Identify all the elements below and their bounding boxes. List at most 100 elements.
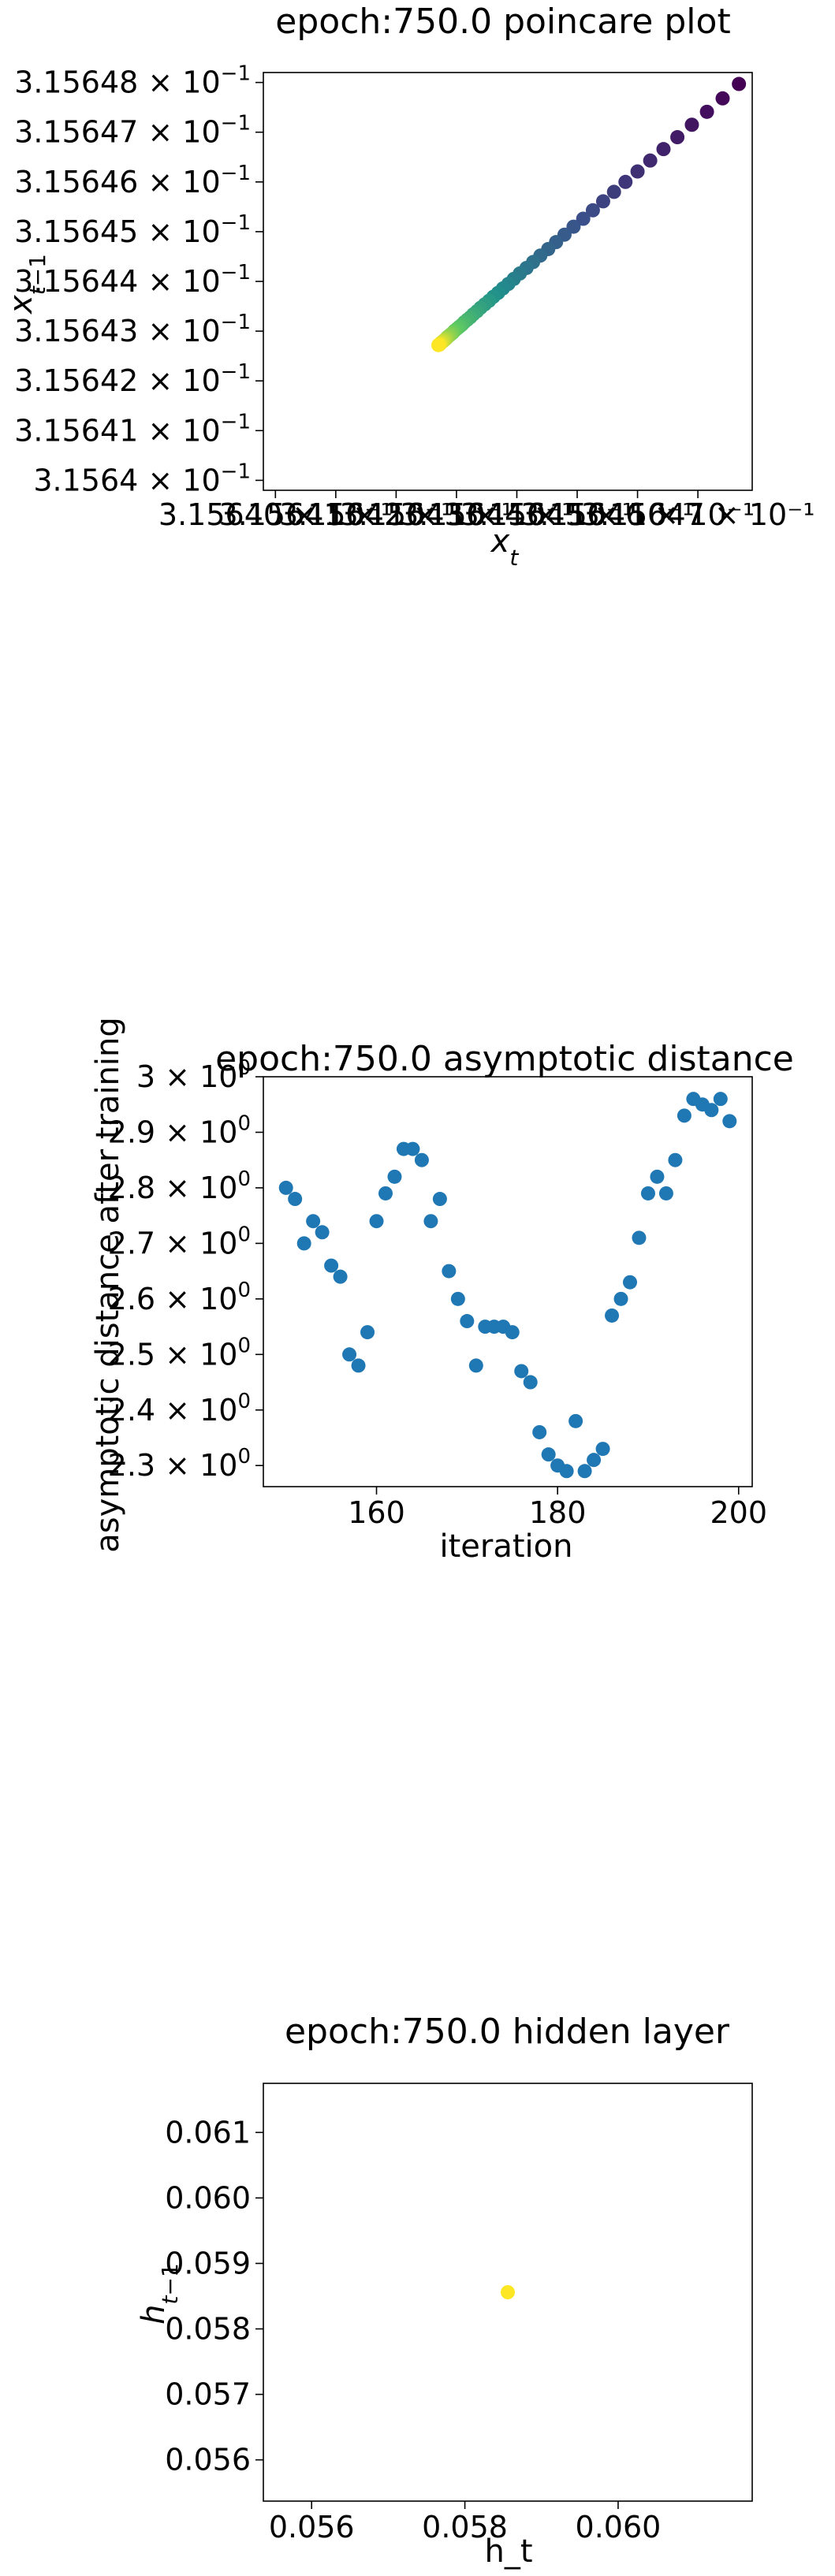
poincare-x-tick-2-label: 3.15642 × 10⁻¹ bbox=[279, 497, 513, 532]
asymptotic-x-tick-2-label: 200 bbox=[710, 1495, 768, 1530]
hidden-y-label: ht−1 bbox=[136, 2263, 183, 2325]
hidden-y-tick-1-label: 0.057 bbox=[165, 2377, 251, 2412]
poincare-point bbox=[618, 174, 633, 189]
hidden-x-tick-0-label: 0.056 bbox=[269, 2510, 355, 2544]
asymptotic-point bbox=[378, 1186, 393, 1201]
poincare-y-tick-1-label: 3.15641 × 10−1 bbox=[14, 410, 251, 448]
poincare-x-tick-4-label: 3.15644 × 10⁻¹ bbox=[400, 497, 634, 532]
asymptotic-x-ticks: 160 180 200 bbox=[348, 1487, 767, 1530]
poincare-x-tick-1-label: 3.15641 × 10⁻¹ bbox=[218, 497, 453, 532]
poincare-x-tick-7-label: 3.15647 × 10⁻¹ bbox=[581, 497, 815, 532]
poincare-x-tick-5-label: 3.15645 × 10⁻¹ bbox=[460, 497, 695, 532]
asymptotic-point bbox=[450, 1291, 465, 1306]
hidden-plot-area bbox=[263, 2083, 753, 2502]
asymptotic-point bbox=[442, 1264, 457, 1279]
asymptotic-point bbox=[296, 1236, 311, 1251]
asymptotic-point bbox=[278, 1180, 293, 1195]
asymptotic-point bbox=[423, 1214, 438, 1229]
poincare-x-tick-0-label: 3.15640 × 10⁻¹ bbox=[158, 497, 393, 532]
poincare-point bbox=[595, 194, 610, 209]
asymptotic-point bbox=[722, 1114, 737, 1129]
asymptotic-point bbox=[559, 1464, 574, 1479]
poincare-y-tick-6-label: 3.15646 × 10−1 bbox=[14, 162, 251, 199]
hidden-x-ticks: 0.056 0.058 0.060 bbox=[269, 2501, 662, 2544]
poincare-x-label: xt bbox=[490, 523, 520, 571]
asymptotic-point bbox=[613, 1291, 628, 1306]
poincare-points bbox=[431, 76, 747, 352]
asymptotic-point bbox=[595, 1442, 610, 1457]
hidden-point bbox=[501, 2285, 515, 2299]
asymptotic-point bbox=[306, 1214, 321, 1229]
hidden-y-tick-4-label: 0.060 bbox=[165, 2180, 251, 2215]
asymptotic-y-tick-5-label: 2.8 × 100 bbox=[108, 1167, 251, 1205]
poincare-y-tick-0-label: 3.1564 × 10−1 bbox=[33, 460, 251, 497]
asymptotic-point bbox=[405, 1141, 420, 1156]
asymptotic-point bbox=[632, 1230, 647, 1245]
asymptotic-point bbox=[640, 1186, 655, 1201]
hidden-x-tick-2-label: 0.060 bbox=[576, 2510, 662, 2544]
poincare-point bbox=[699, 104, 714, 119]
poincare-y-tick-4-label: 3.15644 × 10−1 bbox=[14, 261, 251, 299]
poincare-title: epoch:750.0 poincare plot bbox=[275, 2, 730, 42]
asymptotic-distance-chart: epoch:750.0 asymptotic distance 2.3 × 10… bbox=[90, 1017, 794, 1565]
poincare-x-tick-6-label: 3.15646 × 10⁻¹ bbox=[520, 497, 755, 532]
asymptotic-point bbox=[713, 1092, 728, 1107]
poincare-y-tick-3-label: 3.15643 × 10−1 bbox=[14, 311, 251, 348]
asymptotic-point bbox=[650, 1169, 665, 1184]
poincare-x-tick-3-label: 3.15643 × 10⁻¹ bbox=[340, 497, 574, 532]
asymptotic-point bbox=[432, 1192, 447, 1207]
asymptotic-point bbox=[514, 1364, 529, 1379]
poincare-point bbox=[431, 337, 445, 352]
asymptotic-point bbox=[523, 1375, 538, 1390]
asymptotic-y-tick-4-label: 2.7 × 100 bbox=[108, 1223, 251, 1260]
asymptotic-point bbox=[677, 1108, 691, 1123]
asymptotic-point bbox=[704, 1103, 719, 1118]
hidden-y-tick-0-label: 0.056 bbox=[165, 2443, 251, 2477]
asymptotic-point bbox=[605, 1308, 620, 1323]
asymptotic-points bbox=[278, 1092, 737, 1479]
poincare-y-ticks: 3.1564 × 10−1 3.15641 × 10−1 3.15642 × 10−… bbox=[14, 62, 263, 497]
poincare-point bbox=[576, 211, 591, 226]
hidden-y-tick-3-label: 0.059 bbox=[165, 2246, 251, 2280]
asymptotic-point bbox=[505, 1325, 520, 1340]
poincare-y-label: xt−1 bbox=[3, 254, 50, 315]
asymptotic-point bbox=[668, 1152, 683, 1167]
asymptotic-point bbox=[414, 1152, 429, 1167]
asymptotic-x-label: iteration bbox=[440, 1528, 573, 1565]
poincare-point bbox=[670, 130, 685, 145]
hidden-y-ticks: 0.056 0.057 0.058 0.059 0.060 0.061 bbox=[165, 2115, 263, 2477]
asymptotic-x-tick-0-label: 160 bbox=[348, 1495, 405, 1530]
asymptotic-point bbox=[315, 1225, 330, 1240]
asymptotic-point bbox=[468, 1358, 483, 1373]
asymptotic-point bbox=[369, 1214, 384, 1229]
asymptotic-title: epoch:750.0 asymptotic distance bbox=[215, 1039, 794, 1079]
poincare-y-tick-5-label: 3.15645 × 10−1 bbox=[14, 211, 251, 249]
asymptotic-point bbox=[333, 1269, 348, 1284]
poincare-point bbox=[643, 153, 658, 168]
asymptotic-point bbox=[288, 1192, 303, 1207]
poincare-chart: epoch:750.0 poincare plot 3.1564 × 10−13… bbox=[3, 2, 815, 571]
hidden-points bbox=[501, 2285, 515, 2299]
asymptotic-y-tick-7-label: 3 × 100 bbox=[136, 1056, 251, 1094]
asymptotic-point bbox=[532, 1424, 547, 1439]
poincare-point bbox=[630, 164, 645, 179]
asymptotic-y-tick-1-label: 2.4 × 100 bbox=[108, 1390, 251, 1428]
poincare-y-tick-7-label: 3.15647 × 10−1 bbox=[14, 112, 251, 150]
asymptotic-y-label: asymptotic distance after training bbox=[90, 1017, 126, 1553]
hidden-x-label: h_t bbox=[484, 2533, 532, 2570]
asymptotic-point bbox=[587, 1453, 602, 1468]
asymptotic-y-tick-0-label: 2.3 × 100 bbox=[108, 1445, 251, 1483]
asymptotic-point bbox=[658, 1186, 673, 1201]
asymptotic-y-tick-6-label: 2.9 × 100 bbox=[108, 1111, 251, 1149]
poincare-y-tick-2-label: 3.15642 × 10−1 bbox=[14, 360, 251, 398]
asymptotic-plot-area bbox=[263, 1076, 753, 1487]
poincare-x-ticks: 3.15640 × 10⁻¹3.15641 × 10⁻¹3.15642 × 10… bbox=[158, 490, 815, 532]
poincare-y-tick-8-label: 3.15648 × 10−1 bbox=[14, 62, 251, 100]
hidden-y-tick-2-label: 0.058 bbox=[165, 2312, 251, 2347]
asymptotic-x-tick-1-label: 180 bbox=[529, 1495, 587, 1530]
hidden-layer-chart: epoch:750.0 hidden layer 0.056 0.057 0.058… bbox=[136, 2012, 753, 2570]
asymptotic-y-tick-2-label: 2.5 × 100 bbox=[108, 1334, 251, 1372]
hidden-y-tick-5-label: 0.061 bbox=[165, 2115, 251, 2150]
poincare-point bbox=[656, 142, 671, 157]
